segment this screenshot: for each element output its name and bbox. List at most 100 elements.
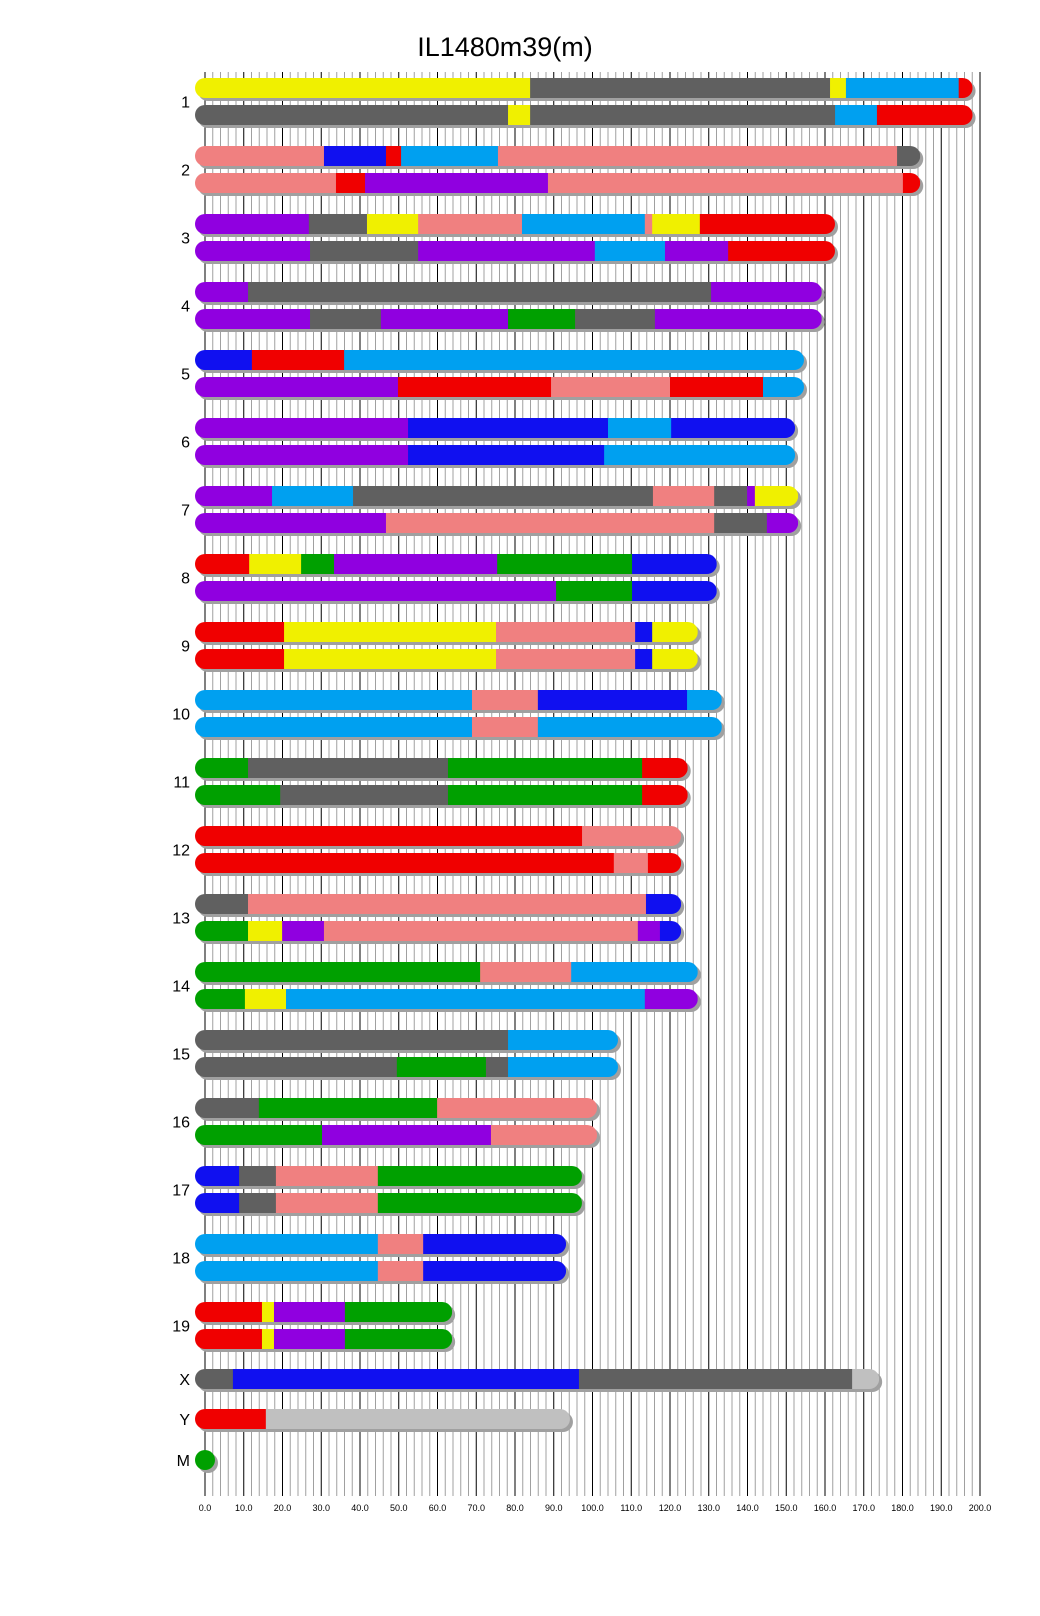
segment-green bbox=[195, 989, 246, 1009]
chromosome-label: 8 bbox=[181, 571, 190, 588]
haplotype-bar bbox=[195, 717, 722, 737]
segment-blue bbox=[659, 921, 682, 941]
segment-blue bbox=[408, 445, 605, 465]
segment-skyblue bbox=[195, 717, 473, 737]
segment-gray bbox=[195, 1369, 234, 1389]
segment-yellow bbox=[284, 622, 497, 642]
segment-salmon bbox=[490, 1125, 598, 1145]
haplotype-bar bbox=[195, 350, 804, 370]
segment-salmon bbox=[652, 486, 715, 506]
segment-gray bbox=[310, 241, 419, 261]
segment-red bbox=[385, 146, 402, 166]
chromosome-label: 3 bbox=[181, 231, 190, 248]
chromosome-label: 1 bbox=[181, 95, 190, 112]
segment-purple bbox=[195, 513, 387, 533]
segment-salmon bbox=[275, 1166, 379, 1186]
segment-skyblue bbox=[571, 962, 698, 982]
segment-skyblue bbox=[594, 241, 666, 261]
chromosome-label: X bbox=[179, 1372, 190, 1389]
segment-red bbox=[397, 377, 552, 397]
segment-green bbox=[195, 1125, 323, 1145]
x-tick-label: 50.0 bbox=[390, 1503, 408, 1513]
segment-skyblue bbox=[344, 350, 804, 370]
segment-salmon bbox=[323, 921, 639, 941]
haplotype-bar bbox=[195, 309, 822, 329]
segment-green bbox=[447, 758, 643, 778]
segment-red bbox=[728, 241, 835, 261]
segment-yellow bbox=[754, 486, 799, 506]
segment-salmon bbox=[275, 1193, 379, 1213]
chromosome-label: 6 bbox=[181, 435, 190, 452]
haplotype-bar bbox=[195, 1166, 582, 1186]
segment-green bbox=[344, 1329, 453, 1349]
segment-red bbox=[647, 853, 682, 873]
segment-gray bbox=[195, 1057, 398, 1077]
segment-gray bbox=[195, 1030, 509, 1050]
segment-red bbox=[876, 105, 973, 125]
x-tick-label: 150.0 bbox=[775, 1503, 798, 1513]
chart-title: IL1480m39(m) bbox=[417, 32, 593, 62]
segment-gray bbox=[485, 1057, 509, 1077]
haplotype-bar bbox=[195, 241, 835, 261]
haplotype-bar bbox=[195, 962, 698, 982]
segment-skyblue bbox=[537, 717, 722, 737]
haplotype-bar bbox=[195, 282, 822, 302]
segment-salmon bbox=[496, 649, 636, 669]
segment-blue bbox=[645, 894, 682, 914]
segment-blue bbox=[195, 1193, 240, 1213]
segment-gray bbox=[195, 1098, 260, 1118]
segment-purple bbox=[334, 554, 498, 574]
x-tick-label: 110.0 bbox=[620, 1503, 642, 1513]
haplotype-bar bbox=[195, 1234, 567, 1254]
segment-blue bbox=[632, 554, 717, 574]
segment-purple bbox=[282, 921, 325, 941]
segment-purple bbox=[711, 282, 822, 302]
segment-skyblue bbox=[195, 1234, 379, 1254]
segment-red bbox=[195, 622, 285, 642]
segment-green bbox=[377, 1193, 582, 1213]
haplotype-bar bbox=[195, 690, 722, 710]
segment-gray bbox=[280, 785, 449, 805]
segment-green bbox=[508, 309, 576, 329]
segment-green bbox=[195, 1450, 215, 1470]
segment-gray bbox=[530, 78, 831, 98]
segment-skyblue bbox=[195, 1261, 379, 1281]
haplotype-bar bbox=[195, 921, 682, 941]
segment-purple bbox=[365, 173, 549, 193]
segment-red bbox=[195, 1302, 263, 1322]
segment-purple bbox=[195, 418, 409, 438]
segment-skyblue bbox=[272, 486, 354, 506]
haplotype-bar bbox=[195, 173, 921, 193]
haplotype-bar bbox=[195, 758, 688, 778]
segment-purple bbox=[195, 445, 409, 465]
chromosome-label: 11 bbox=[173, 775, 190, 792]
segment-red bbox=[195, 853, 615, 873]
segment-purple bbox=[195, 309, 311, 329]
haplotype-bar bbox=[195, 377, 804, 397]
x-tick-label: 170.0 bbox=[852, 1503, 875, 1513]
segment-gray bbox=[578, 1369, 853, 1389]
segment-gray bbox=[239, 1166, 277, 1186]
x-tick-label: 60.0 bbox=[429, 1503, 447, 1513]
segment-green bbox=[556, 581, 633, 601]
haplotype-bar bbox=[195, 826, 682, 846]
haplotype-bar bbox=[195, 1125, 598, 1145]
haplotype-bar bbox=[195, 1261, 567, 1281]
segment-skyblue bbox=[285, 989, 646, 1009]
chromosome-label: 17 bbox=[172, 1183, 190, 1200]
segment-gray bbox=[308, 214, 368, 234]
segment-yellow bbox=[652, 649, 698, 669]
haplotype-bar bbox=[195, 1098, 598, 1118]
segment-salmon bbox=[613, 853, 649, 873]
segment-yellow bbox=[508, 105, 531, 125]
segment-skyblue bbox=[687, 690, 722, 710]
segment-blue bbox=[632, 581, 717, 601]
chromosome-label: 16 bbox=[172, 1115, 190, 1132]
segment-yellow bbox=[195, 78, 531, 98]
chromosome-label: 14 bbox=[172, 979, 190, 996]
chromosome-label: M bbox=[177, 1453, 190, 1470]
segment-salmon bbox=[195, 173, 337, 193]
haplotype-bar bbox=[195, 486, 799, 506]
